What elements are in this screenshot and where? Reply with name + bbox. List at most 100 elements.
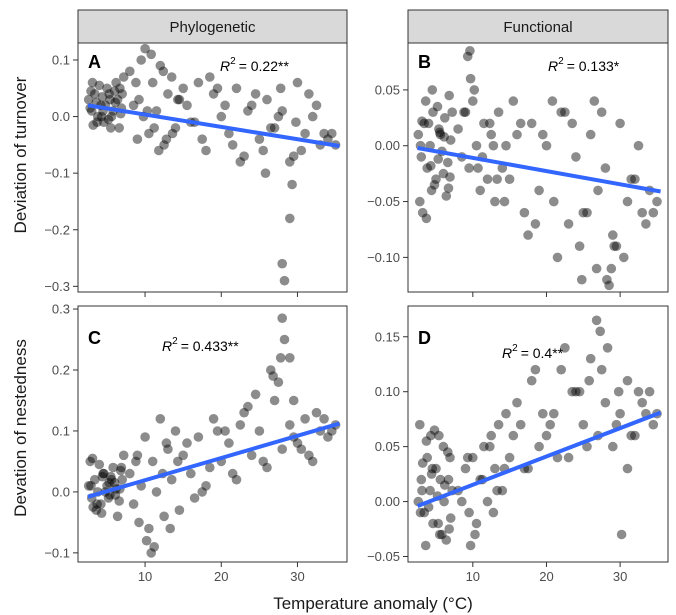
y-tick-label: 0.05 xyxy=(375,82,400,97)
data-point xyxy=(626,430,636,441)
data-point xyxy=(99,117,109,127)
data-point xyxy=(471,518,482,529)
data-point xyxy=(201,145,211,156)
data-point xyxy=(118,72,129,82)
y-tick-label: 0.00 xyxy=(375,494,400,509)
data-point xyxy=(182,438,192,448)
y-tick-label: 0.1 xyxy=(52,52,70,67)
data-point xyxy=(464,163,474,173)
data-point xyxy=(279,334,290,345)
panel-a: −0.3 −0.2 −0.1 0.0 0.1 A R2 = 0.22** xyxy=(44,42,348,297)
data-point xyxy=(170,426,181,436)
data-point xyxy=(464,507,474,518)
data-point xyxy=(243,401,253,412)
data-point xyxy=(125,468,135,479)
data-point xyxy=(438,441,449,452)
data-point xyxy=(134,94,144,105)
data-point xyxy=(574,241,585,251)
data-point xyxy=(479,441,489,452)
data-point xyxy=(439,496,449,507)
data-point xyxy=(285,157,295,167)
data-point xyxy=(239,407,249,418)
data-point xyxy=(170,123,181,133)
data-point xyxy=(534,185,544,196)
data-point xyxy=(262,462,272,473)
data-point xyxy=(428,107,438,117)
x-tick-label: 10 xyxy=(466,569,480,584)
data-point xyxy=(86,86,96,96)
data-point xyxy=(220,426,230,436)
data-point xyxy=(595,326,605,337)
data-point xyxy=(485,118,495,129)
data-point xyxy=(462,51,473,62)
data-point xyxy=(296,444,307,455)
data-point xyxy=(611,241,622,251)
data-point xyxy=(97,92,108,102)
data-point xyxy=(300,414,310,424)
data-point xyxy=(652,196,662,207)
y-tick-label: 0.10 xyxy=(375,384,400,399)
data-point xyxy=(482,174,493,184)
data-point xyxy=(262,94,272,105)
data-point xyxy=(501,140,511,151)
data-point xyxy=(304,89,314,99)
data-point xyxy=(447,107,458,117)
data-point xyxy=(415,507,426,518)
data-point xyxy=(99,468,109,479)
data-point xyxy=(92,499,102,509)
data-point xyxy=(97,471,108,482)
data-point xyxy=(106,123,116,133)
data-point xyxy=(591,263,602,274)
data-point xyxy=(591,315,602,326)
data-point xyxy=(420,96,431,106)
panel-background xyxy=(77,42,348,293)
data-point xyxy=(475,185,486,196)
data-point xyxy=(556,364,566,375)
data-point xyxy=(103,114,114,125)
trend-line xyxy=(87,421,340,499)
data-point xyxy=(296,145,307,156)
data-point xyxy=(208,89,219,99)
data-point xyxy=(420,540,431,551)
data-point xyxy=(112,94,123,105)
data-point xyxy=(547,96,558,106)
data-point xyxy=(197,134,207,144)
data-point xyxy=(134,517,144,528)
data-point xyxy=(422,452,433,463)
data-point xyxy=(421,436,432,446)
data-point xyxy=(275,83,286,94)
data-point xyxy=(285,213,295,224)
y-axis-title-turnover: Deviation of turnover xyxy=(11,76,30,233)
data-point xyxy=(541,140,552,151)
plot-area xyxy=(413,46,662,291)
data-point xyxy=(431,463,441,474)
data-point xyxy=(508,96,519,106)
data-point xyxy=(499,196,510,207)
data-point xyxy=(465,540,476,551)
data-point xyxy=(468,452,478,463)
data-point xyxy=(220,100,230,111)
data-point xyxy=(93,111,103,122)
data-point xyxy=(616,529,627,540)
data-point xyxy=(212,83,223,94)
data-point xyxy=(552,252,563,263)
data-point xyxy=(441,535,452,545)
data-point xyxy=(109,478,120,488)
data-point xyxy=(94,459,105,470)
data-point xyxy=(250,89,261,99)
data-point xyxy=(512,129,522,140)
data-point xyxy=(471,140,482,151)
data-point xyxy=(193,432,204,442)
data-point xyxy=(644,386,655,397)
facet-strip-phylogenetic: Phylogenetic xyxy=(77,9,348,44)
data-point xyxy=(515,118,526,129)
data-point xyxy=(465,46,475,56)
data-point xyxy=(426,430,436,441)
data-point xyxy=(254,426,265,436)
data-point xyxy=(626,174,636,184)
x-tick-label: 20 xyxy=(539,569,553,584)
data-point xyxy=(291,117,301,127)
data-point xyxy=(182,100,192,111)
data-point xyxy=(146,49,156,60)
